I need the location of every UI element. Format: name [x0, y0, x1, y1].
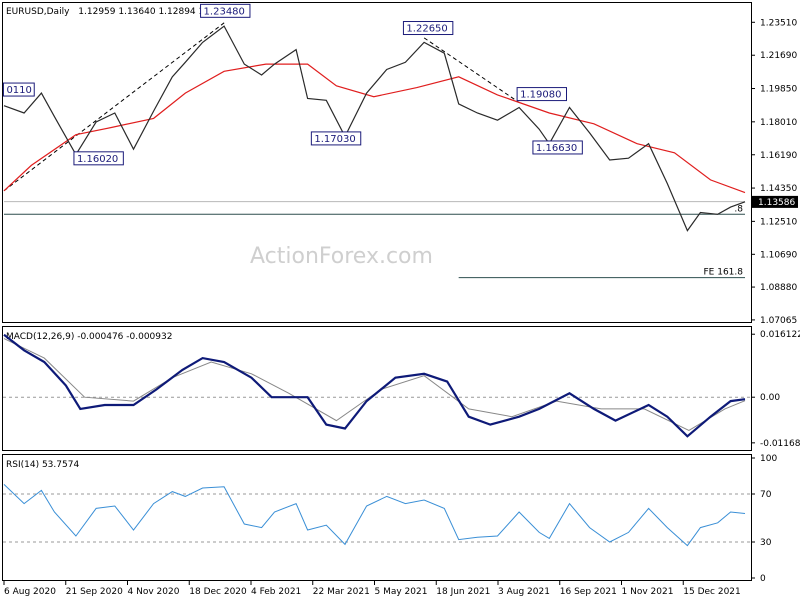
x-tick-label: 3 Aug 2021 [498, 587, 550, 597]
rsi-tick-label: 100 [760, 454, 777, 464]
annotation-box [310, 131, 362, 146]
annotation-box [402, 21, 454, 36]
annotation-label: 1.23480 [204, 6, 245, 17]
price-tick-label: 1.19850 [760, 85, 797, 95]
annotation-label: 0110 [6, 85, 31, 96]
x-tick-label: 1 Nov 2021 [622, 587, 674, 597]
price-tick-label: 1.07065 [760, 316, 797, 326]
annotation-box [532, 140, 583, 155]
price-line [3, 25, 746, 232]
x-tick-label: 6 Aug 2020 [4, 587, 56, 597]
macd-main-line [3, 333, 746, 438]
x-tick-label: 21 Sep 2020 [66, 587, 123, 597]
annotation-box [200, 3, 251, 18]
price-tick-label: 1.14350 [760, 184, 797, 194]
rsi-tick-label: 0 [760, 574, 766, 584]
annotation-box [516, 87, 568, 102]
macd-tick-label: 0.00 [760, 393, 780, 403]
macd-panel-frame [2, 326, 752, 451]
annotation-box [2, 82, 35, 97]
price-tick-label: 1.10690 [760, 250, 797, 260]
level-label: FE 161.8 [704, 268, 744, 278]
price-tick-label: 1.23510 [760, 18, 797, 28]
watermark: ActionForex.com [250, 244, 433, 269]
price-tick-label: 1.16190 [760, 151, 797, 161]
price-tick-label: 1.12510 [760, 217, 797, 227]
trend-line [423, 37, 520, 103]
rsi-tick-label: 30 [760, 538, 772, 548]
annotation-label: 1.17030 [314, 134, 355, 145]
rsi-panel-frame [2, 454, 752, 581]
price-panel-frame [2, 2, 752, 323]
moving-average-line [3, 63, 746, 194]
annotation-label: 1.16020 [77, 154, 118, 165]
current-price-box [752, 195, 798, 208]
symbol-title: EURUSD,Daily 1.12959 1.13640 1.12894 1.1… [6, 7, 236, 17]
rsi-tick-label: 70 [760, 490, 772, 500]
macd-tick-label: 0.016122 [760, 330, 800, 340]
x-tick-label: 5 May 2021 [375, 587, 428, 597]
macd-title: MACD(12,26,9) -0.000476 -0.000932 [6, 332, 172, 342]
x-tick-label: 18 Dec 2020 [189, 587, 247, 597]
x-tick-label: 18 Jun 2021 [436, 587, 490, 597]
price-tick-label: 1.18010 [760, 118, 797, 128]
annotation-label: 1.22650 [406, 24, 447, 35]
price-tick-label: 1.08880 [760, 283, 797, 293]
x-tick-label: 4 Nov 2020 [128, 587, 180, 597]
annotation-box [73, 151, 124, 166]
current-price-label: 1.13586 [758, 198, 795, 208]
annotation-label: 1.19080 [520, 90, 561, 101]
trend-line [3, 22, 225, 192]
annotation-label: 1.16630 [536, 143, 577, 154]
macd-signal-line [3, 338, 746, 431]
x-tick-label: 4 Feb 2021 [251, 587, 301, 597]
rsi-title: RSI(14) 53.7574 [6, 460, 79, 470]
x-tick-label: 16 Sep 2021 [560, 587, 617, 597]
x-tick-label: 15 Dec 2021 [683, 587, 741, 597]
rsi-line [3, 484, 746, 547]
level-label: .8 [734, 204, 743, 214]
x-tick-label: 22 Mar 2021 [313, 587, 370, 597]
price-tick-label: 1.21690 [760, 51, 797, 61]
